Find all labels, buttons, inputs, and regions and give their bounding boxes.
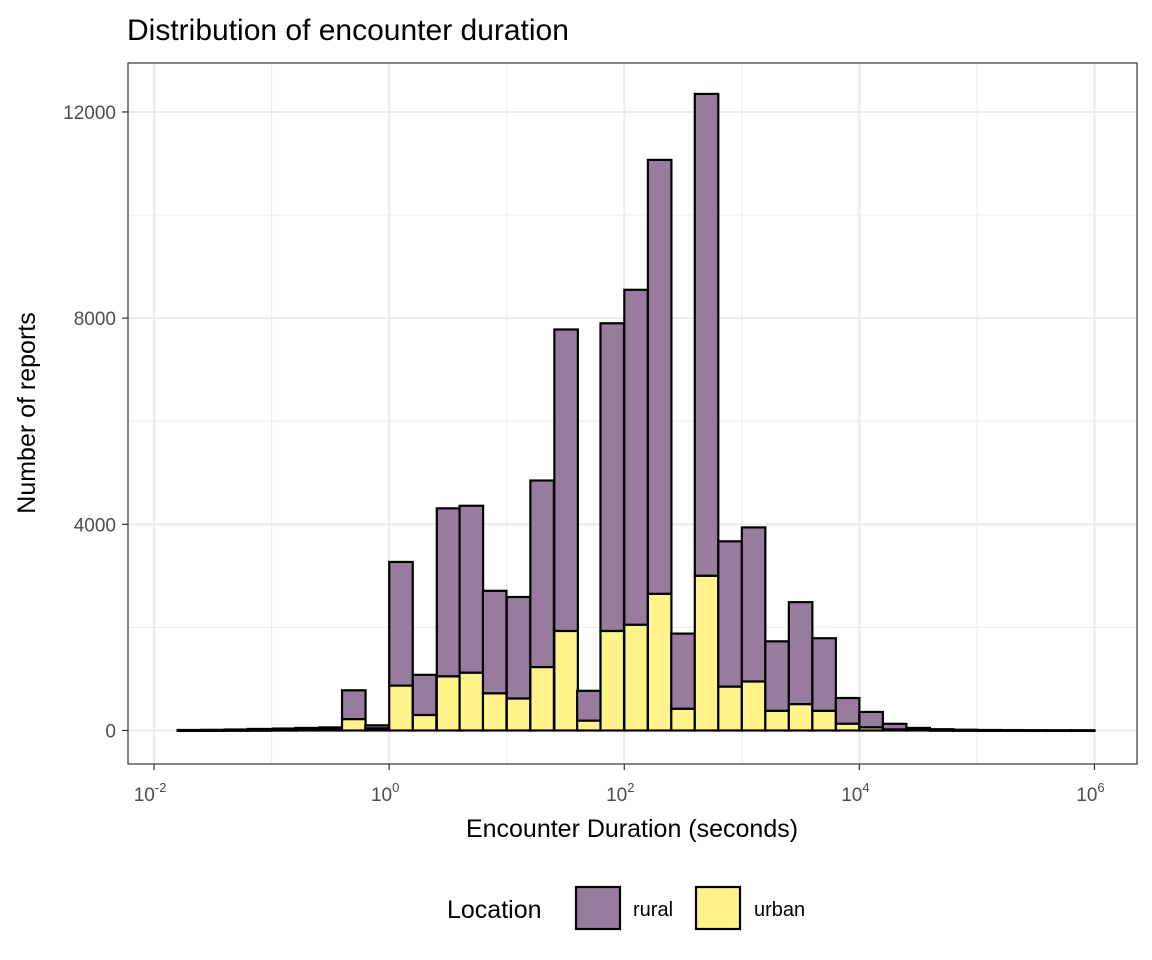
- bar-urban: [481, 692, 508, 732]
- bar-rural: [529, 479, 555, 669]
- bar-rural: [787, 601, 814, 706]
- bar-urban: [881, 728, 908, 732]
- bar-urban: [576, 719, 602, 732]
- bar-urban: [1069, 729, 1096, 733]
- bar-urban: [599, 629, 626, 732]
- x-tick-label: 106: [1076, 780, 1104, 806]
- bar-urban: [952, 729, 979, 732]
- legend-label-urban: urban: [754, 899, 805, 921]
- bar-rural: [340, 689, 367, 721]
- bar-rural: [458, 504, 485, 674]
- bar-urban: [294, 728, 320, 732]
- bar-rural: [811, 637, 837, 713]
- bar-urban: [928, 729, 955, 732]
- bar-urban: [246, 729, 273, 732]
- x-tick-label: 102: [606, 780, 634, 806]
- bar-urban: [693, 574, 720, 732]
- bar-urban: [388, 684, 414, 732]
- bar-urban: [1022, 729, 1049, 733]
- bar-urban: [176, 729, 203, 732]
- y-tick-label: 8000: [74, 309, 116, 330]
- bar-urban: [740, 680, 767, 732]
- bar-urban: [717, 685, 743, 732]
- legend-key-urban: [694, 885, 742, 931]
- legend-label-rural: rural: [633, 899, 673, 921]
- y-axis-title: Number of reports: [13, 312, 41, 513]
- bar-rural: [670, 632, 696, 710]
- bar-urban: [340, 718, 367, 732]
- bar-rural: [717, 540, 743, 688]
- bar-urban: [858, 726, 884, 732]
- bar-urban: [200, 729, 227, 732]
- x-tick-label: 100: [371, 780, 399, 806]
- y-tick-label: 4000: [74, 515, 116, 536]
- bar-urban: [505, 697, 532, 732]
- bar-urban: [670, 707, 696, 732]
- bar-rural: [576, 689, 602, 722]
- bar-urban: [1046, 729, 1073, 733]
- bar-urban: [272, 728, 298, 732]
- legend-title: Location: [447, 896, 542, 924]
- bar-rural: [599, 322, 626, 633]
- bar-rural: [764, 640, 790, 713]
- legend-key-rural: [574, 885, 622, 931]
- bar-urban: [623, 623, 649, 732]
- bar-rural: [623, 288, 649, 626]
- bar-rural: [646, 158, 673, 596]
- chart-title: Distribution of encounter duration: [127, 14, 569, 47]
- bar-rural: [411, 673, 438, 717]
- bar-rural: [435, 507, 462, 678]
- bar-urban: [411, 713, 438, 732]
- plot-panel-border: [127, 62, 1138, 765]
- bar-urban: [975, 729, 1002, 732]
- bar-urban: [905, 728, 932, 732]
- bar-urban: [787, 703, 814, 732]
- bar-urban: [764, 709, 790, 732]
- stacked-bars: [176, 92, 1096, 733]
- bar-urban: [999, 729, 1026, 732]
- y-tick-label: 12000: [63, 103, 116, 124]
- bar-urban: [364, 727, 390, 732]
- bar-urban: [811, 709, 837, 732]
- bar-urban: [529, 665, 555, 732]
- x-tick-label: 104: [841, 780, 869, 806]
- bar-urban: [646, 592, 673, 732]
- bar-urban: [553, 629, 579, 732]
- bar-urban: [458, 671, 485, 732]
- bar-urban: [223, 729, 250, 732]
- bar-rural: [553, 328, 579, 633]
- bar-urban: [318, 728, 344, 732]
- bar-rural: [858, 710, 884, 729]
- y-tick-label: 0: [105, 721, 116, 742]
- bar-rural: [834, 696, 861, 725]
- x-axis-title: Encounter Duration (seconds): [466, 815, 798, 843]
- bar-rural: [740, 526, 767, 683]
- x-tick-label: 10-2: [134, 780, 167, 806]
- bar-rural: [693, 92, 720, 577]
- bar-rural: [505, 595, 532, 700]
- bar-rural: [388, 560, 414, 687]
- bar-rural: [481, 589, 508, 695]
- legend: Location rural urban: [447, 885, 805, 931]
- bar-urban: [435, 675, 462, 732]
- bar-urban: [834, 722, 861, 732]
